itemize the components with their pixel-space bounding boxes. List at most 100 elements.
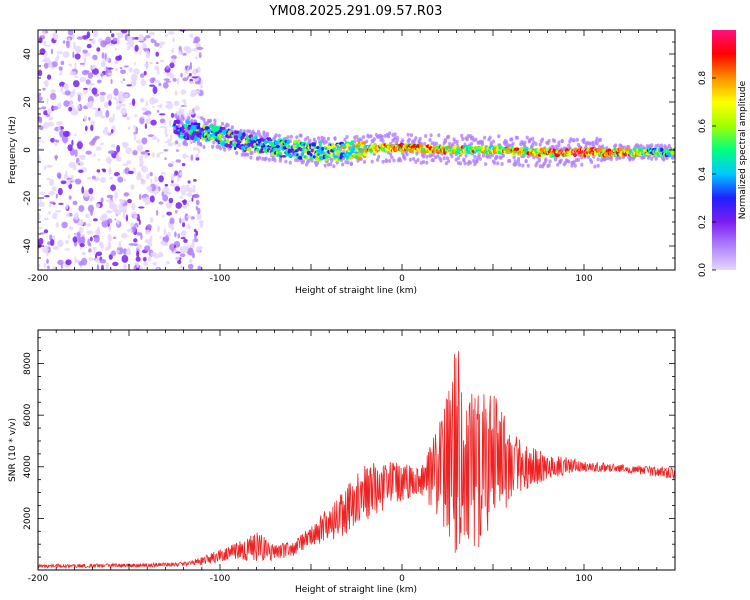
heatmap-cell	[159, 59, 165, 63]
heatmap-cell	[71, 139, 74, 146]
heatmap-cell	[120, 69, 126, 75]
heatmap-cell	[70, 111, 78, 116]
heatmap-cell	[175, 149, 180, 152]
heatmap-cell	[72, 236, 78, 243]
heatmap-cell	[72, 200, 78, 206]
heatmap-cell	[650, 143, 654, 148]
heatmap-cell	[172, 37, 175, 42]
heatmap-cell	[139, 98, 145, 103]
heatmap-cell	[164, 33, 169, 37]
heatmap-cell	[60, 60, 65, 66]
heatmap-cell	[145, 50, 151, 59]
heatmap-cell	[358, 147, 363, 151]
heatmap-cell	[525, 135, 529, 140]
heatmap-cell	[182, 99, 186, 103]
heatmap-cell	[451, 142, 455, 147]
heatmap-cell	[166, 80, 172, 83]
heatmap-cell	[349, 161, 353, 166]
heatmap-cell	[335, 150, 341, 155]
heatmap-cell	[109, 176, 113, 180]
heatmap-cell	[381, 159, 385, 164]
heatmap-cell	[96, 79, 102, 84]
heatmap-cell	[89, 140, 96, 146]
heatmap-cell	[78, 227, 84, 234]
snr-panel: -200 -100 0 100 2000 4000 6000 8000 Height of s…	[8, 329, 676, 595]
heatmap-cell	[110, 79, 113, 84]
heatmap-cell	[647, 154, 652, 158]
heatmap-cell	[192, 185, 196, 188]
heatmap-cell	[135, 256, 141, 262]
heatmap-cell	[300, 152, 305, 157]
heatmap-cell	[177, 233, 181, 239]
heatmap-cell	[103, 126, 109, 132]
heatmap-cell	[395, 135, 399, 140]
heatmap-cell	[58, 72, 62, 76]
heatmap-cell	[121, 254, 129, 263]
heatmap-cell	[121, 30, 128, 34]
heatmap-cell	[107, 241, 112, 250]
heatmap-cell	[92, 30, 99, 38]
heatmap-cell	[332, 147, 337, 151]
heatmap-cell	[38, 92, 42, 97]
heatmap-cell	[113, 96, 117, 100]
heatmap-cell	[101, 52, 105, 59]
heatmap-cell	[238, 132, 243, 137]
heatmap-cell	[115, 55, 121, 61]
heatmap-cell	[152, 105, 155, 109]
heatmap-cell	[167, 138, 172, 142]
heatmap-cell	[654, 156, 658, 161]
heatmap-cell	[307, 158, 311, 163]
heatmap-cell	[143, 70, 147, 76]
heatmap-cell	[43, 62, 49, 69]
heatmap-cell	[69, 99, 73, 107]
heatmap-cell	[112, 113, 116, 121]
heatmap-cell	[149, 217, 154, 223]
heatmap-cell	[320, 157, 324, 161]
heatmap-cell	[418, 136, 422, 141]
heatmap-cell	[598, 137, 603, 142]
heatmap-cell	[189, 61, 193, 70]
heatmap-cell	[567, 159, 571, 164]
heatmap-cell	[136, 250, 140, 258]
heatmap-cell	[665, 156, 669, 161]
heatmap-cell	[105, 262, 109, 270]
heatmap-cell	[582, 137, 586, 142]
heatmap-cell	[277, 148, 280, 153]
heatmap-cell	[447, 134, 451, 139]
heatmap-cell	[295, 135, 299, 140]
heatmap-cell	[557, 140, 561, 145]
heatmap-cell	[49, 178, 55, 187]
heatmap-cell	[51, 61, 58, 68]
heatmap-cell	[62, 51, 70, 58]
colorbar-tick-label: 0.0	[698, 263, 708, 278]
heatmap-cell	[38, 125, 44, 131]
heatmap-cell	[316, 160, 320, 165]
heatmap-cell	[377, 154, 381, 159]
heatmap-cell	[45, 44, 52, 47]
heatmap-cell	[95, 251, 103, 257]
heatmap-cell	[184, 70, 189, 75]
heatmap-cell	[322, 136, 326, 141]
heatmap-cell	[235, 130, 239, 134]
heatmap-cell	[122, 163, 129, 167]
heatmap-cell	[462, 158, 466, 163]
heatmap-cell	[42, 140, 45, 143]
heatmap-cell	[74, 256, 77, 264]
heatmap-cell	[64, 248, 71, 251]
heatmap-cell	[144, 245, 151, 252]
heatmap-cell	[158, 175, 164, 183]
heatmap-cell	[138, 219, 141, 225]
heatmap-cell	[149, 172, 153, 177]
heatmap-cell	[145, 201, 149, 205]
heatmap-cell	[614, 143, 618, 148]
heatmap-cell	[95, 146, 102, 151]
heatmap-cell	[132, 150, 138, 156]
x-tick-label: -200	[28, 574, 49, 584]
heatmap-cell	[573, 163, 577, 168]
heatmap-cell	[511, 141, 515, 146]
heatmap-cell	[514, 161, 518, 166]
heatmap-cell	[88, 257, 94, 261]
heatmap-cell	[164, 127, 168, 135]
heatmap-cell	[50, 89, 56, 93]
heatmap-cell	[97, 107, 101, 111]
